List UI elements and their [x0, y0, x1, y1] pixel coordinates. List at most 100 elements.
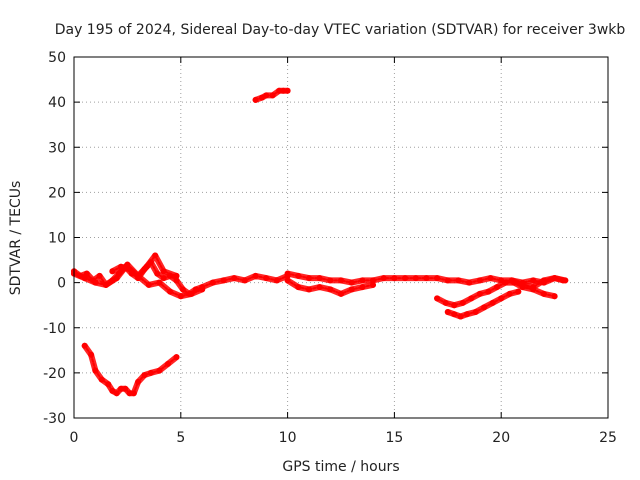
series-morning-dip [81, 342, 180, 397]
data-point [103, 281, 109, 288]
data-point [434, 275, 441, 282]
data-point [96, 272, 103, 279]
data-point [442, 299, 449, 306]
data-point [199, 286, 206, 293]
data-point [423, 275, 430, 282]
data-point [472, 309, 479, 315]
data-point [540, 277, 547, 284]
data-point [173, 272, 180, 279]
data-point [92, 279, 99, 286]
data-point [464, 311, 470, 318]
data-point [391, 275, 398, 282]
data-point [338, 277, 344, 284]
x-tick-label: 10 [279, 430, 297, 446]
data-point [327, 286, 334, 293]
x-tick-label: 20 [492, 430, 510, 446]
y-tick-label: -20 [43, 366, 66, 382]
data-point [444, 277, 451, 284]
data-point [476, 290, 483, 297]
data-point [252, 96, 259, 103]
data-point [154, 270, 161, 277]
data-point [179, 286, 186, 293]
data-point [177, 293, 184, 300]
series-line-texture [446, 290, 520, 318]
data-point [519, 281, 526, 288]
data-point [143, 263, 150, 270]
y-tick-label: -30 [43, 411, 66, 427]
data-point [457, 313, 464, 320]
data-point [402, 275, 409, 282]
data-point [113, 390, 120, 397]
series-outlier-segment [252, 87, 291, 103]
data-point [126, 266, 133, 273]
axis-ticks: 0 5 10 15 20 25 -30 -20 -10 0 10 20 30 40 50 [43, 50, 617, 446]
data-point [109, 268, 116, 275]
series-night-trace-low [284, 277, 376, 297]
x-tick-label: 25 [599, 430, 617, 446]
data-point [459, 299, 466, 306]
data-point [269, 92, 276, 99]
data-point [135, 378, 142, 385]
data-point [284, 87, 291, 94]
data-point [560, 277, 567, 284]
data-point [370, 277, 376, 284]
chart-title: Day 195 of 2024, Sidereal Day-to-day VTE… [55, 22, 626, 38]
y-tick-label: 10 [48, 231, 66, 247]
data-point [485, 288, 492, 295]
x-tick-label: 15 [385, 430, 403, 446]
series-late-segment [508, 275, 567, 291]
data-point [493, 284, 500, 291]
data-point [188, 290, 195, 297]
data-point [506, 290, 513, 297]
data-point [530, 284, 537, 291]
data-point [359, 277, 366, 284]
data-point [444, 309, 451, 315]
data-point [263, 92, 270, 99]
data-point [451, 311, 458, 318]
data-point [284, 277, 291, 284]
x-tick-label: 0 [70, 430, 79, 446]
y-axis-label: SDTVAR / TECUs [8, 181, 24, 296]
data-point [252, 272, 259, 279]
y-tick-label: 40 [48, 95, 66, 111]
data-point [118, 263, 124, 270]
data-point [515, 288, 522, 295]
data-point [276, 87, 283, 94]
data-point [231, 275, 238, 282]
data-point [508, 277, 515, 284]
data-point [130, 390, 137, 397]
y-tick-label: 0 [57, 276, 66, 292]
data-point [551, 275, 558, 282]
data-point [451, 302, 458, 309]
data-point [295, 284, 302, 291]
data-point [156, 367, 163, 374]
x-axis-label: GPS time / hours [282, 459, 399, 475]
y-tick-label: 30 [48, 140, 66, 156]
data-point [348, 286, 355, 293]
data-point [476, 277, 483, 284]
data-point [359, 284, 366, 291]
data-point [98, 376, 105, 383]
data-point [167, 288, 174, 295]
data-point [434, 295, 441, 302]
data-point [540, 290, 547, 297]
data-point [141, 372, 148, 379]
data-point [92, 367, 99, 374]
data-point [118, 385, 124, 392]
x-tick-label: 5 [176, 430, 185, 446]
data-point [502, 279, 509, 286]
data-point [126, 390, 133, 397]
data-point [241, 277, 248, 284]
data-point [88, 351, 95, 358]
data-point [327, 277, 334, 284]
data-point [173, 354, 180, 361]
data-point [530, 277, 537, 284]
grid-lines [74, 57, 608, 418]
data-point [348, 279, 355, 286]
data-point [551, 293, 558, 300]
data-point [380, 275, 387, 282]
data-point [220, 277, 227, 284]
data-point [306, 286, 312, 293]
data-point [105, 381, 112, 388]
